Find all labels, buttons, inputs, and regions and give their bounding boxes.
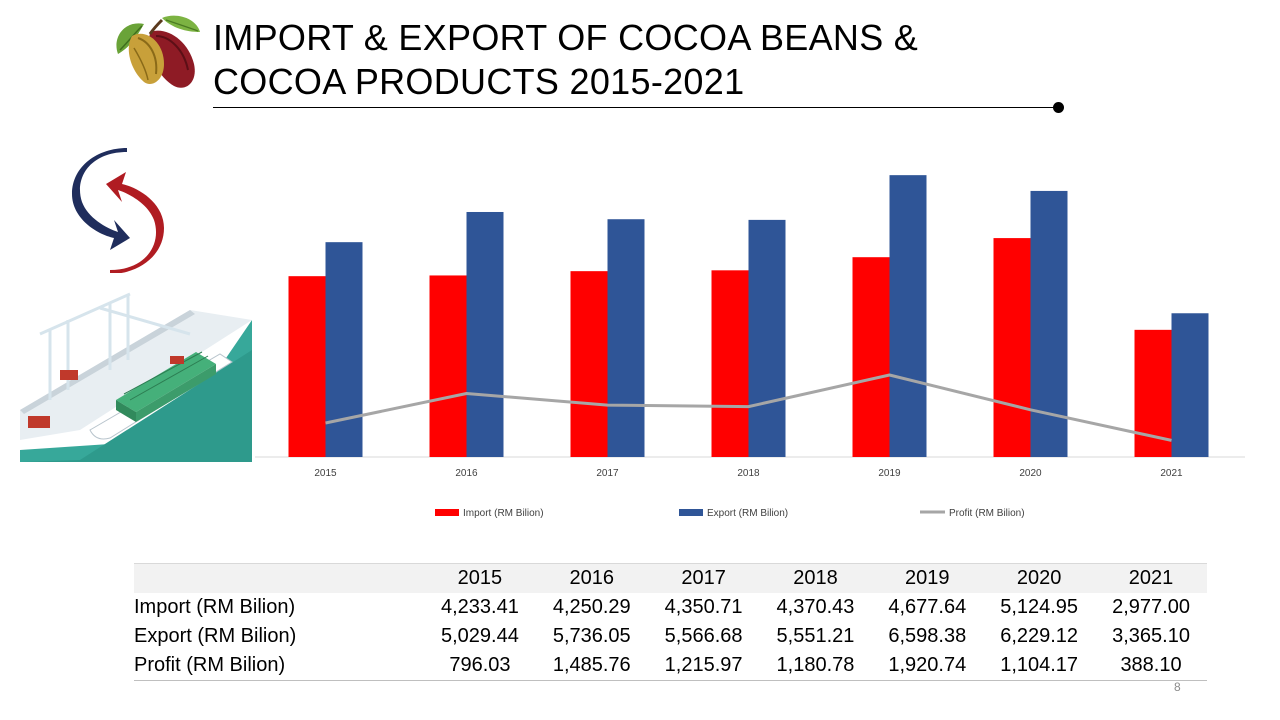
legend-swatch-import xyxy=(435,509,459,516)
table-header-row: 2015 2016 2017 2018 2019 2020 2021 xyxy=(134,563,1207,593)
table-cell: 5,551.21 xyxy=(776,625,855,647)
x-tick-label: 2017 xyxy=(596,468,619,479)
table-row-profit: Profit (RM Bilion) 796.03 1,485.76 1,215… xyxy=(134,651,1207,681)
x-tick-label: 2021 xyxy=(1160,468,1183,479)
table-cell: 1,215.97 xyxy=(647,651,760,681)
legend-label-profit: Profit (RM Bilion) xyxy=(949,508,1025,519)
x-tick-label: 2019 xyxy=(878,468,901,479)
table-header-cell: 2019 xyxy=(871,563,984,593)
table-cell: 796.03 xyxy=(424,651,536,681)
legend-swatch-export xyxy=(679,509,703,516)
title-line-2: COCOA PRODUCTS 2015-2021 xyxy=(213,61,745,102)
table-cell: 5,736.05 xyxy=(552,625,631,647)
bar-import-2020 xyxy=(993,238,1031,457)
row-label: Import (RM Bilion) xyxy=(134,596,296,618)
table-header-cell xyxy=(134,563,424,593)
bar-import-2017 xyxy=(570,271,608,457)
table-cell: 6,598.38 xyxy=(888,625,967,647)
chart-legend: Import (RM Bilion) Export (RM Bilion) Pr… xyxy=(435,508,1025,519)
x-tick-label: 2020 xyxy=(1019,468,1042,479)
table-header-cell: 2016 xyxy=(535,563,648,593)
x-tick-label: 2015 xyxy=(314,468,337,479)
table-cell: 388.10 xyxy=(1095,651,1207,681)
slide-title: IMPORT & EXPORT OF COCOA BEANS & COCOA P… xyxy=(213,16,918,104)
table-header-cell: 2020 xyxy=(983,563,1096,593)
data-table: 2015 2016 2017 2018 2019 2020 2021 Impor… xyxy=(134,563,1207,681)
table-row-export: Export (RM Bilion) 5,029.44 5,736.05 5,5… xyxy=(134,622,1207,651)
profit-line xyxy=(325,373,1172,442)
row-label: Profit (RM Bilion) xyxy=(134,651,424,681)
page-number: 8 xyxy=(1174,680,1181,694)
import-bars xyxy=(288,238,1172,457)
table-cell: 2,977.00 xyxy=(1112,596,1190,618)
table-cell: 4,370.43 xyxy=(776,596,855,618)
title-underline xyxy=(213,107,1058,108)
bar-export-2018 xyxy=(748,219,786,457)
bar-import-2016 xyxy=(429,275,467,457)
bar-export-2017 xyxy=(607,219,645,457)
table-cell: 4,233.41 xyxy=(440,596,519,618)
cocoa-pod-icon xyxy=(116,15,200,88)
table-cell: 4,350.71 xyxy=(664,596,743,618)
table-header-cell: 2021 xyxy=(1095,563,1207,593)
import-export-chart: 2015 2016 2017 2018 2019 2020 2021 Import (RM … xyxy=(255,175,1245,519)
bar-export-2021 xyxy=(1171,313,1209,457)
legend-label-import: Import (RM Bilion) xyxy=(463,508,544,519)
table-cell: 6,229.12 xyxy=(1000,625,1079,647)
bar-import-2018 xyxy=(711,270,749,457)
table-cell: 5,029.44 xyxy=(440,625,519,647)
export-bars xyxy=(325,175,1209,457)
bar-import-2019 xyxy=(852,257,890,457)
table-cell: 3,365.10 xyxy=(1112,625,1190,647)
table-row-import: Import (RM Bilion) 4,233.41 4,250.29 4,3… xyxy=(134,593,1207,622)
bar-export-2019 xyxy=(889,175,927,457)
table-cell: 1,920.74 xyxy=(871,651,984,681)
bar-import-2015 xyxy=(288,276,326,457)
table-cell: 5,566.68 xyxy=(664,625,743,647)
shipping-port-illustration xyxy=(20,292,252,462)
table-header-cell: 2018 xyxy=(759,563,872,593)
legend-label-export: Export (RM Bilion) xyxy=(707,508,788,519)
exchange-arrows-icon xyxy=(72,148,164,273)
bar-export-2016 xyxy=(466,211,504,457)
table-cell: 1,104.17 xyxy=(983,651,1096,681)
table-header-cell: 2017 xyxy=(647,563,760,593)
bar-export-2015 xyxy=(325,242,363,457)
x-tick-label: 2016 xyxy=(455,468,478,479)
table-cell: 5,124.95 xyxy=(1000,596,1079,618)
table-cell: 4,677.64 xyxy=(888,596,967,618)
x-tick-label: 2018 xyxy=(737,468,760,479)
title-underline-dot xyxy=(1053,102,1064,113)
title-line-1: IMPORT & EXPORT OF COCOA BEANS & xyxy=(213,17,919,58)
x-axis-tick-labels: 2015 2016 2017 2018 2019 2020 2021 xyxy=(314,468,1183,479)
table-cell: 1,485.76 xyxy=(535,651,648,681)
table-header-cell: 2015 xyxy=(424,563,536,593)
row-label: Export (RM Bilion) xyxy=(134,625,297,647)
table-cell: 4,250.29 xyxy=(552,596,631,618)
table-cell: 1,180.78 xyxy=(759,651,872,681)
